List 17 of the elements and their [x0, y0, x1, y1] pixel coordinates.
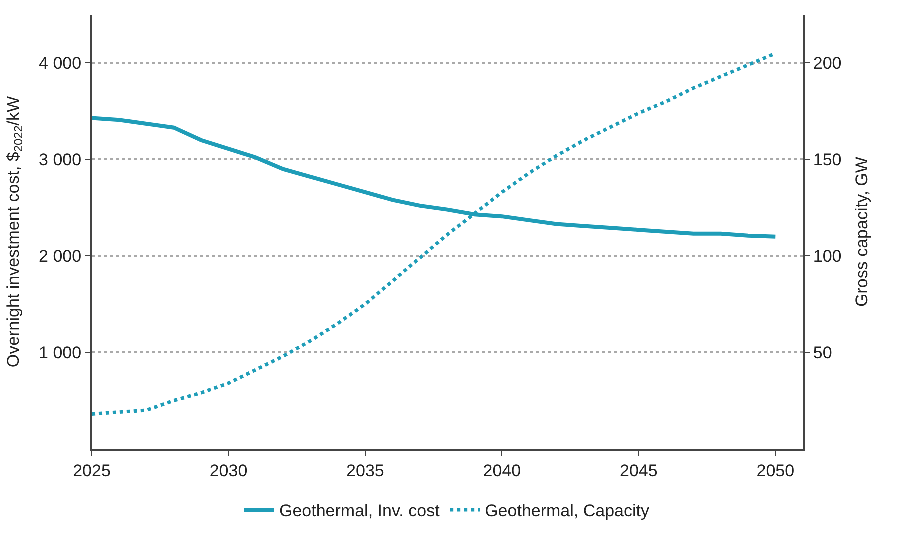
legend-label: Geothermal, Capacity	[485, 502, 650, 521]
x-tick-label: 2050	[756, 461, 795, 480]
y2-tick-label: 200	[813, 54, 842, 74]
y2-axis-title: Gross capacity, GW	[852, 157, 872, 307]
y-tick-label: 4 000	[39, 54, 82, 74]
y2-tick-label: 50	[813, 344, 832, 363]
x-tick-label: 2045	[620, 461, 658, 480]
x-tick-label: 2040	[483, 461, 522, 480]
y-tick-label: 1 000	[39, 344, 82, 363]
x-tick-label: 2025	[73, 461, 111, 480]
x-tick-label: 2030	[210, 461, 248, 480]
x-tick-label: 2035	[346, 461, 384, 480]
legend-label: Geothermal, Inv. cost	[280, 502, 440, 521]
y-tick-label: 2 000	[39, 247, 82, 266]
y2-tick-label: 100	[813, 247, 842, 266]
y2-tick-label: 150	[813, 150, 842, 170]
y-tick-label: 3 000	[39, 150, 82, 170]
